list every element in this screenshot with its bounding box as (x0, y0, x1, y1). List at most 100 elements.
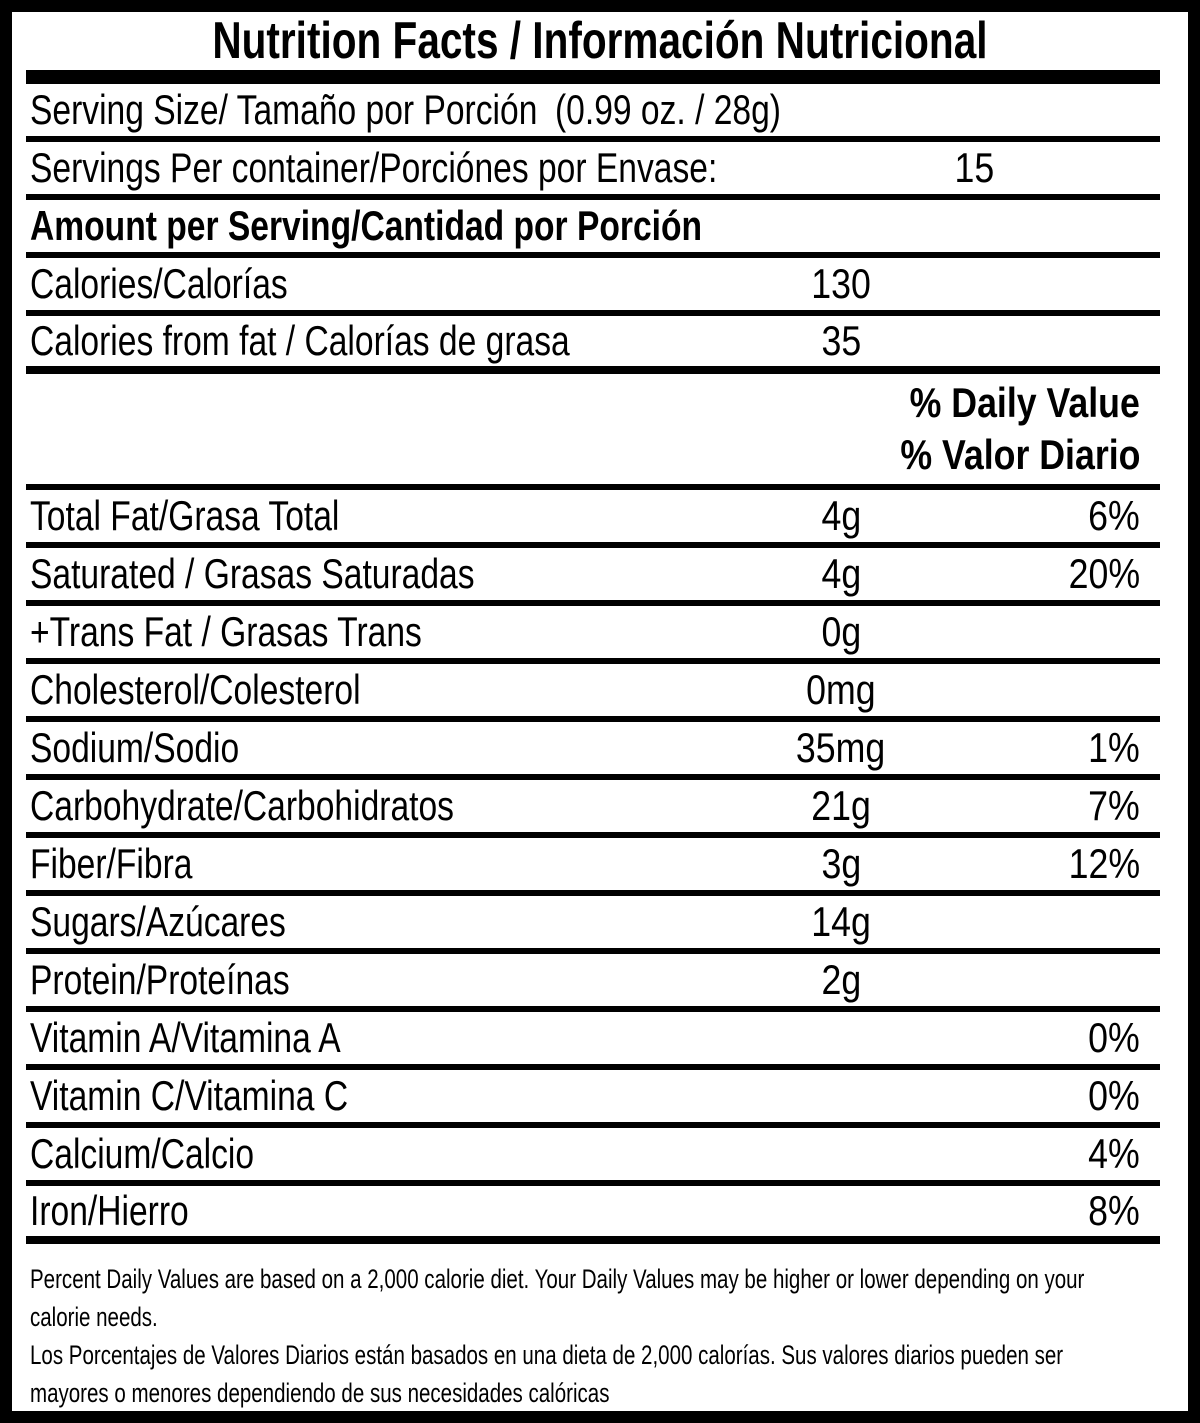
nutrition-row: Calories/Calorías 130 (26, 258, 1160, 316)
row-amount-cell (756, 1154, 926, 1155)
row-label-cell: Calcium/Calcio (26, 1130, 756, 1178)
row-dv-cell (1040, 226, 1188, 227)
row-label: Fiber/Fibra (30, 840, 192, 888)
row-label-text: Calories/Calorías (30, 260, 288, 307)
row-label: Calcium/Calcio (30, 1130, 254, 1178)
row-amount: 35mg (796, 724, 886, 771)
footnote-line-text: calorie needs. (30, 1302, 158, 1332)
row-label-cell: Sodium/Sodio (26, 724, 756, 772)
footnote-line: Los Porcentajes de Valores Diarios están… (30, 1336, 1160, 1374)
row-label: Protein/Proteínas (30, 956, 290, 1004)
footnote: Percent Daily Values are based on a 2,00… (26, 1244, 1160, 1411)
row-label: Iron/Hierro (30, 1187, 189, 1235)
label-title: Nutrition Facts / Información Nutriciona… (212, 12, 988, 70)
daily-value-header-en: % Daily Value (909, 378, 1140, 426)
row-label-cell: Iron/Hierro (26, 1187, 756, 1235)
row-amount: 130 (811, 260, 871, 307)
row-dv-cell: 20% (926, 550, 1140, 598)
row-label-text: Carbohydrate/Carbohidratos (30, 782, 454, 829)
row-label-text: Serving Size/ Tamaño por Porción (30, 86, 538, 133)
row-amount-cell: 0mg (756, 666, 926, 714)
row-label-text: Saturated / Grasas Saturadas (30, 550, 475, 597)
row-dv-cell: 8% (926, 1187, 1140, 1235)
row-label-cell: Sugars/Azúcares (26, 898, 756, 946)
row-label: Sugars/Azúcares (30, 898, 286, 946)
row-amount: 0g (821, 608, 861, 655)
row-amount-cell: 3g (756, 840, 926, 888)
row-amount-cell (756, 1211, 926, 1212)
row-dv-cell: 1% (926, 724, 1140, 772)
row-label-cell: Vitamin A/Vitamina A (26, 1014, 756, 1062)
row-label-cell: Carbohydrate/Carbohidratos (26, 782, 756, 830)
row-label-text: Fiber/Fibra (30, 840, 193, 887)
row-amount: 4g (821, 550, 861, 597)
row-dv-cell (926, 341, 1140, 342)
row-label-text: Sodium/Sodio (30, 724, 240, 771)
row-dv-cell (926, 690, 1140, 691)
row-label-text: Calories from fat / Calorías de grasa (30, 317, 570, 364)
row-amount-cell: 0g (756, 608, 926, 656)
row-dv-cell (1059, 168, 1188, 169)
row-amount: 15 (954, 144, 994, 191)
nutrition-row: Saturated / Grasas Saturadas 4g 20% (26, 548, 1160, 606)
footnote-line: calorie needs. (30, 1298, 1160, 1336)
footnote-line: Percent Daily Values are based on a 2,00… (30, 1260, 1160, 1298)
row-dv: 7% (1088, 782, 1140, 829)
row-amount: 35 (821, 317, 861, 364)
title-divider-bar (26, 70, 1160, 84)
row-dv-cell (926, 632, 1140, 633)
nutrition-row: Servings Per container/Porciónes por Env… (26, 142, 1160, 200)
row-dv-cell (926, 980, 1140, 981)
nutrition-row: Total Fat/Grasa Total 4g 6% (26, 490, 1160, 548)
row-label: Serving Size/ Tamaño por Porción (0.99 oz… (30, 86, 781, 134)
row-dv: 0% (1088, 1014, 1140, 1061)
nutrition-row: Cholesterol/Colesterol 0mg (26, 664, 1160, 722)
row-label-cell: Calories from fat / Calorías de grasa (26, 317, 756, 365)
row-label: Servings Per container/Porciónes por Env… (30, 144, 717, 192)
nutrition-row: Vitamin C/Vitamina C 0% (26, 1070, 1160, 1128)
nutrition-row: Sodium/Sodio 35mg 1% (26, 722, 1160, 780)
row-label-text: Iron/Hierro (30, 1187, 189, 1234)
row-amount: 21g (811, 782, 871, 829)
row-dv: 6% (1088, 492, 1140, 539)
row-label-text: Vitamin C/Vitamina C (30, 1072, 349, 1119)
row-label: Vitamin A/Vitamina A (30, 1014, 341, 1062)
nutrition-row: Protein/Proteínas 2g (26, 954, 1160, 1012)
nutrition-table: Serving Size/ Tamaño por Porción (0.99 oz… (26, 84, 1160, 1244)
row-label-text: +Trans Fat / Grasas Trans (30, 608, 422, 655)
row-label-text: Servings Per container/Porciónes por Env… (30, 144, 718, 191)
row-label-text: Sugars/Azúcares (30, 898, 286, 945)
row-dv: 4% (1088, 1130, 1140, 1177)
row-label: +Trans Fat / Grasas Trans (30, 608, 422, 656)
row-amount-cell (870, 226, 1040, 227)
row-label: Sodium/Sodio (30, 724, 239, 772)
daily-value-header-es: % Valor Diario (899, 431, 1140, 479)
row-label-text: Cholesterol/Colesterol (30, 666, 361, 713)
row-amount-cell: 130 (756, 260, 926, 308)
row-dv-cell: 6% (926, 492, 1140, 540)
footnote-line-text: Percent Daily Values are based on a 2,00… (30, 1264, 1085, 1294)
row-dv-cell (926, 284, 1140, 285)
row-amount: 3g (821, 840, 861, 887)
row-amount-cell: 4g (756, 492, 926, 540)
row-dv: 20% (1068, 550, 1140, 597)
row-dv: 1% (1088, 724, 1140, 771)
row-amount-cell: 21g (756, 782, 926, 830)
row-label-text: Calcium/Calcio (30, 1130, 255, 1177)
row-label-cell: Calories/Calorías (26, 260, 756, 308)
row-label-text: Vitamin A/Vitamina A (30, 1014, 341, 1061)
nutrition-row: Fiber/Fibra 3g 12% (26, 838, 1160, 896)
row-amount-cell (756, 1038, 926, 1039)
row-amount-cell: 2g (756, 956, 926, 1004)
row-dv-cell: 0% (926, 1014, 1140, 1062)
nutrition-row: Carbohydrate/Carbohidratos 21g 7% (26, 780, 1160, 838)
row-label-cell: Amount per Serving/Cantidad por Porción (26, 202, 870, 250)
row-amount-cell: 35mg (756, 724, 926, 772)
row-label-cell: Fiber/Fibra (26, 840, 756, 888)
nutrition-row: Iron/Hierro 8% (26, 1186, 1160, 1244)
nutrition-row: Calories from fat / Calorías de grasa 35 (26, 316, 1160, 374)
row-label: Cholesterol/Colesterol (30, 666, 361, 714)
row-label: Calories from fat / Calorías de grasa (30, 317, 570, 365)
row-label: Total Fat/Grasa Total (30, 492, 339, 540)
